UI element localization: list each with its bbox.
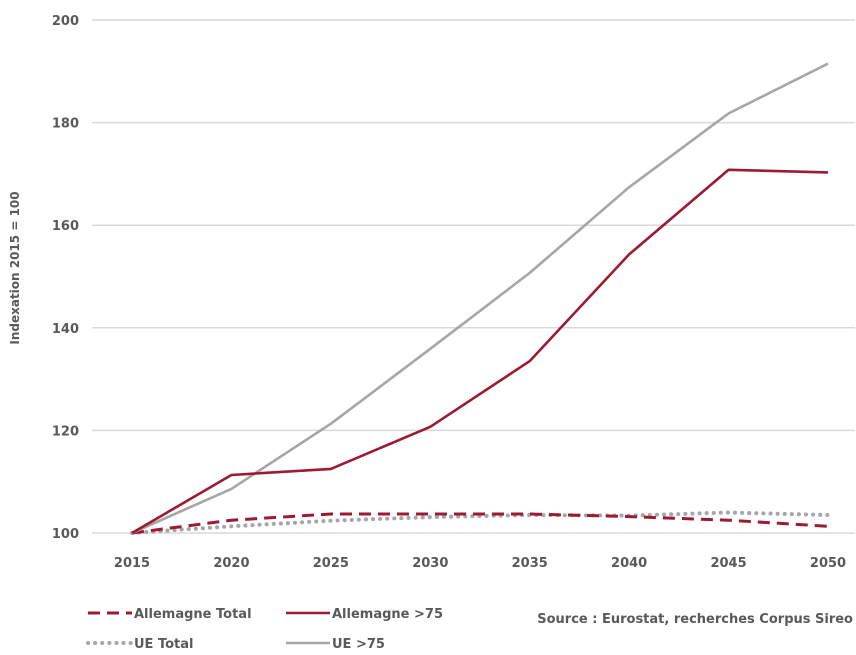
source-note: Source : Eurostat, recherches Corpus Sir… [537,612,853,627]
legend-label: Allemagne >75 [332,607,443,622]
legend-label: UE >75 [332,637,385,652]
legend-label: UE Total [134,637,193,652]
legend: Allemagne Total Allemagne >75 UE Total UE >… [86,607,443,652]
x-tick-label: 2035 [512,556,548,571]
x-tick-label: 2045 [710,556,746,571]
x-tick-label: 2015 [114,556,150,571]
x-axis-ticks: 2015 2020 2025 2030 2035 2040 2045 2050 [114,556,846,571]
x-tick-label: 2050 [810,556,846,571]
series-line-ue-75 [131,62,829,535]
y-tick-label: 200 [52,14,79,29]
gridlines [92,19,855,534]
series-lines [130,62,830,535]
y-tick-label: 140 [52,322,79,337]
x-tick-label: 2020 [213,556,249,571]
legend-label: Allemagne Total [134,607,252,622]
y-tick-label: 160 [52,219,79,234]
x-tick-label: 2025 [313,556,349,571]
y-axis-ticks: 100 120 140 160 180 200 [52,14,79,542]
y-tick-label: 120 [52,424,79,439]
x-tick-label: 2030 [412,556,448,571]
series-line-allemagne-75 [131,168,829,535]
series-line-allemagne-total [131,512,829,535]
y-tick-label: 180 [52,117,79,132]
y-axis-title: Indexation 2015 = 100 [8,191,22,344]
series-line-ue-total [130,510,830,535]
x-tick-label: 2040 [611,556,647,571]
y-tick-label: 100 [52,527,79,542]
